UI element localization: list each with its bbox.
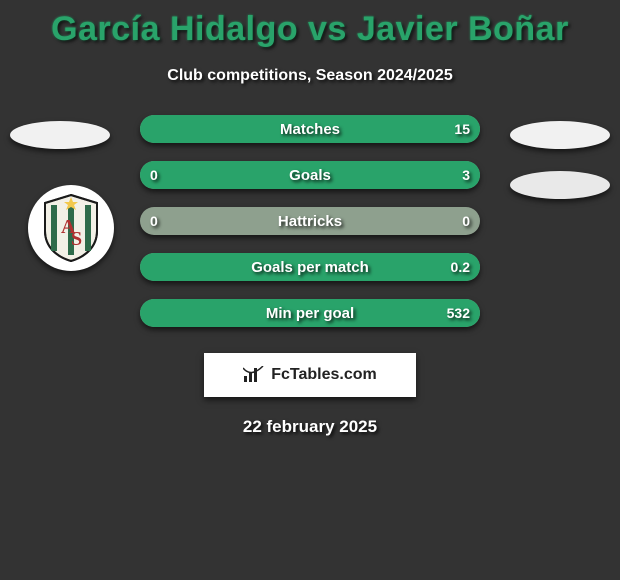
stat-row: Min per goal532 [140, 299, 480, 327]
date-text: 22 february 2025 [0, 417, 620, 437]
svg-text:S: S [71, 228, 82, 250]
stat-fill-right [140, 115, 480, 143]
player-right-club-placeholder [510, 171, 610, 199]
stat-row: Hattricks0 0 [140, 207, 480, 235]
page-title: García Hidalgo vs Javier Boñar [0, 0, 620, 49]
stat-value-left: 0 [150, 161, 158, 189]
player-left-club-badge: A S [28, 185, 114, 271]
branding-text: FcTables.com [271, 366, 377, 384]
stat-row: Matches15 [140, 115, 480, 143]
stat-row: Goals per match0.2 [140, 253, 480, 281]
stat-rows: Matches15Goals03Hattricks00Goals per mat… [140, 115, 480, 345]
club-badge-icon: A S [41, 193, 101, 263]
player-left-avatar-placeholder [10, 121, 110, 149]
stats-stage: A S Matches15Goals03Hattricks00Goals per… [0, 115, 620, 345]
branding-box[interactable]: FcTables.com [204, 353, 416, 397]
stat-label: Hattricks [140, 207, 480, 235]
bar-chart-icon [243, 366, 265, 384]
stat-value-right: 0.2 [451, 253, 470, 281]
stat-value-right: 0 [462, 207, 470, 235]
player-right-avatar-placeholder [510, 121, 610, 149]
stat-value-left: 0 [150, 207, 158, 235]
stat-value-right: 15 [454, 115, 470, 143]
stat-row: Goals03 [140, 161, 480, 189]
stat-value-right: 3 [462, 161, 470, 189]
stat-fill-right [140, 161, 480, 189]
stat-fill-right [140, 253, 480, 281]
stat-value-right: 532 [447, 299, 470, 327]
page-subtitle: Club competitions, Season 2024/2025 [0, 67, 620, 85]
stat-fill-right [140, 299, 480, 327]
